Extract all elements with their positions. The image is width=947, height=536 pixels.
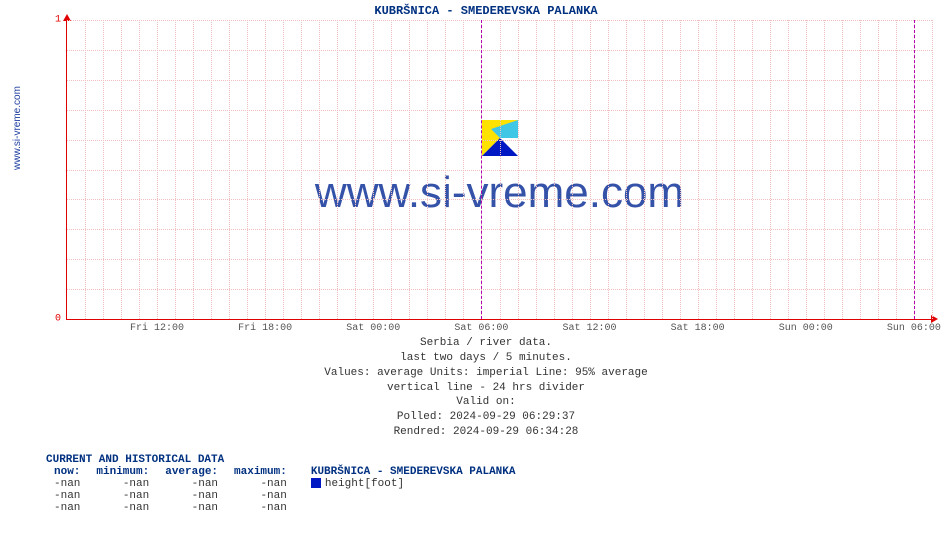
col-max: maximum:	[226, 466, 295, 478]
series-cell: height[foot]	[295, 478, 524, 490]
caption-line: Serbia / river data.	[36, 336, 936, 351]
x-tick-label: Fri 12:00	[130, 319, 184, 334]
data-table: now: minimum: average: maximum: KUBRŠNIC…	[46, 466, 523, 514]
series-swatch-icon	[311, 478, 321, 488]
col-min: minimum:	[88, 466, 157, 478]
divider-line	[914, 20, 915, 319]
chart-container: KUBRŠNICA - SMEDEREVSKA PALANKA www.si-v…	[36, 4, 936, 514]
cell: -nan	[46, 490, 88, 502]
data-table-section: CURRENT AND HISTORICAL DATA now: minimum…	[46, 454, 936, 514]
cell: -nan	[46, 478, 88, 490]
col-series: KUBRŠNICA - SMEDEREVSKA PALANKA	[295, 466, 524, 478]
caption-line: Values: average Units: imperial Line: 95…	[36, 366, 936, 381]
cell: -nan	[157, 478, 226, 490]
cell: -nan	[88, 478, 157, 490]
x-tick-label: Fri 18:00	[238, 319, 292, 334]
caption-line: last two days / 5 minutes.	[36, 351, 936, 366]
x-tick-label: Sun 06:00	[887, 319, 941, 334]
series-unit: height[foot]	[325, 478, 404, 490]
col-now: now:	[46, 466, 88, 478]
cell: -nan	[46, 502, 88, 514]
table-title: CURRENT AND HISTORICAL DATA	[46, 454, 936, 466]
caption-line: vertical line - 24 hrs divider	[36, 381, 936, 396]
chart-caption: Serbia / river data. last two days / 5 m…	[36, 336, 936, 440]
cell: -nan	[226, 478, 295, 490]
caption-line: Valid on:	[36, 395, 936, 410]
x-tick-label: Sat 12:00	[562, 319, 616, 334]
table-row: -nan -nan -nan -nan	[46, 490, 523, 502]
cell: -nan	[88, 490, 157, 502]
cell: -nan	[88, 502, 157, 514]
chart-title: KUBRŠNICA - SMEDEREVSKA PALANKA	[36, 4, 936, 18]
cell: -nan	[157, 502, 226, 514]
table-header-row: now: minimum: average: maximum: KUBRŠNIC…	[46, 466, 523, 478]
caption-line: Polled: 2024-09-29 06:29:37	[36, 410, 936, 425]
x-tick-label: Sat 00:00	[346, 319, 400, 334]
table-row: -nan -nan -nan -nan height[foot]	[46, 478, 523, 490]
y-tick-label: 0	[55, 314, 67, 325]
cell: -nan	[226, 502, 295, 514]
table-row: -nan -nan -nan -nan	[46, 502, 523, 514]
x-tick-label: Sat 18:00	[671, 319, 725, 334]
divider-line	[481, 20, 482, 319]
x-tick-label: Sat 06:00	[454, 319, 508, 334]
cell: -nan	[157, 490, 226, 502]
cell: -nan	[226, 490, 295, 502]
y-tick-label: 1	[55, 15, 67, 26]
x-tick-label: Sun 00:00	[779, 319, 833, 334]
col-avg: average:	[157, 466, 226, 478]
plot-area: www.si-vreme.com 01Fri 12:00Fri 18:00Sat…	[66, 20, 932, 320]
caption-line: Rendred: 2024-09-29 06:34:28	[36, 425, 936, 440]
source-label: www.si-vreme.com	[12, 86, 23, 170]
